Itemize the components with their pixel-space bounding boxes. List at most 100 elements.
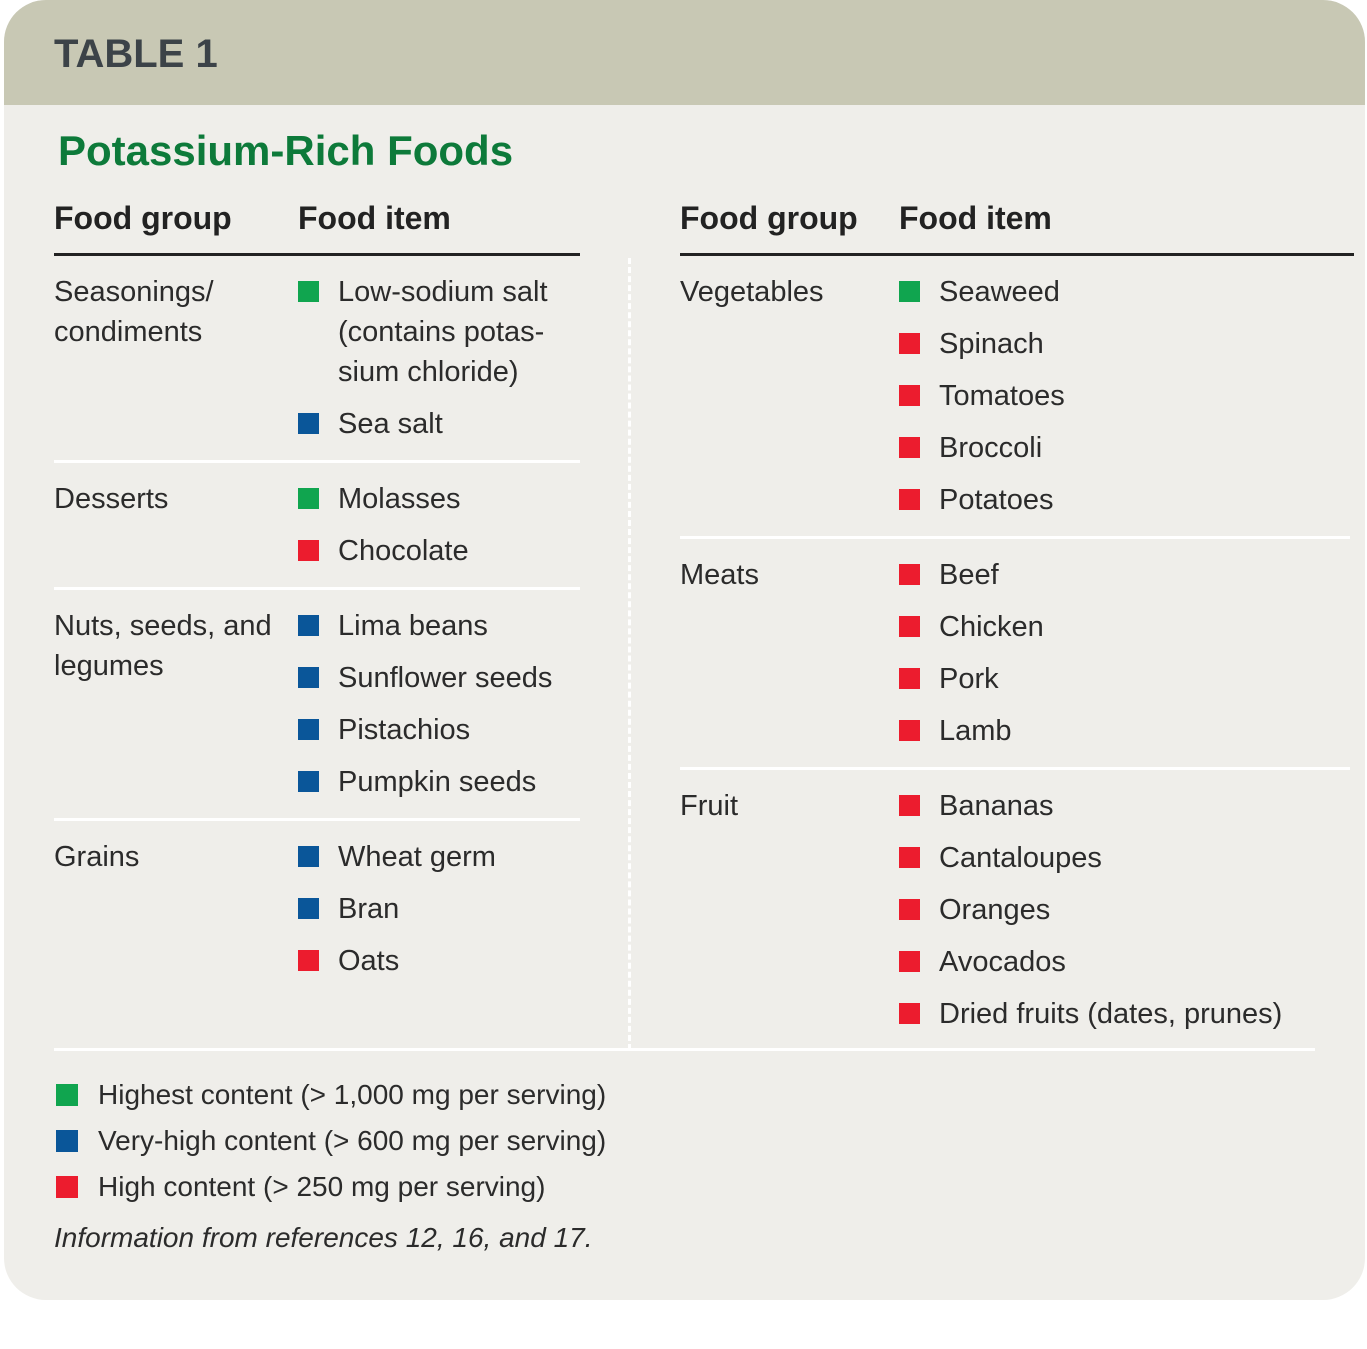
food-item: Pumpkin seeds [298, 762, 583, 802]
food-item-text: Wheat germ [338, 841, 496, 873]
food-item: Beef [899, 555, 1044, 595]
food-item: Bananas [899, 786, 1282, 826]
content-marker [899, 333, 920, 354]
food-item-text: Molasses [338, 483, 461, 515]
food-item-text: Cantaloupes [939, 842, 1102, 874]
item-list: Bananas Cantaloupes Oranges Avocados Dried f… [899, 786, 1282, 1034]
column-header: Food item [298, 200, 451, 236]
content-marker [899, 668, 920, 689]
content-marker [298, 771, 319, 792]
content-marker [298, 281, 319, 302]
content-marker [899, 385, 920, 406]
food-item-text: Potatoes [939, 484, 1054, 516]
legend-label: High content (> 250 mg per serving) [98, 1171, 546, 1202]
food-item: Spinach [899, 324, 1065, 364]
content-marker [899, 564, 920, 585]
food-item-text: Tomatoes [939, 380, 1065, 412]
food-item-text: Bananas [939, 790, 1054, 822]
food-item-text: Dried fruits (dates, prunes) [939, 998, 1283, 1030]
item-list: Low-sodium salt (contains potas­sium chl… [298, 272, 583, 444]
legend: Highest content (> 1,000 mg per serving)… [56, 1069, 606, 1207]
content-marker [298, 488, 319, 509]
food-item: Avocados [899, 942, 1282, 982]
food-item-text: Sea salt [338, 408, 443, 440]
column-header: Food item [899, 200, 1052, 236]
food-item: Sunflower seeds [298, 658, 583, 698]
legend-entry: High content (> 250 mg per serving) [56, 1167, 606, 1207]
legend-swatch [56, 1084, 78, 1106]
content-marker [899, 951, 920, 972]
group-row: Grains Wheat germ Bran Oats [54, 821, 580, 997]
item-list: Beef Chicken Pork Lamb [899, 555, 1044, 751]
item-list: Wheat germ Bran Oats [298, 837, 583, 981]
content-marker [298, 540, 319, 561]
table-title: Potassium-Rich Foods [58, 127, 514, 174]
food-item: Chicken [899, 607, 1044, 647]
content-marker [298, 898, 319, 919]
food-item: Tomatoes [899, 376, 1065, 416]
left-table: Food group Food item Seasonings/ condiment… [54, 195, 580, 997]
content-marker [899, 489, 920, 510]
header-band: TABLE 1 [4, 0, 1365, 105]
food-group: Meats [680, 559, 759, 591]
food-item: Sea salt [298, 404, 583, 444]
food-group: Desserts [54, 483, 169, 515]
food-item-text: Lamb [939, 715, 1012, 747]
group-row: Meats Beef Chicken Pork Lamb [680, 539, 1350, 770]
food-item-text: Pumpkin seeds [338, 766, 537, 798]
food-item: Wheat germ [298, 837, 583, 877]
content-marker [899, 1003, 920, 1024]
group-row: Desserts Molasses Chocolate [54, 463, 580, 590]
legend-entry: Very-high content (> 600 mg per serving) [56, 1121, 606, 1161]
content-marker [298, 413, 319, 434]
item-list: Lima beans Sunflower seeds Pistachios Pumpk… [298, 606, 583, 802]
column-header: Food group [54, 200, 232, 236]
right-table: Food group Food item Vegetables Seaweed Spin… [680, 195, 1354, 1050]
group-row: Nuts, seeds, and legumes Lima beans Sunflo… [54, 590, 580, 821]
food-item-text: Oranges [939, 894, 1051, 926]
legend-label: Highest content (> 1,000 mg per serving) [98, 1079, 607, 1110]
item-list: Seaweed Spinach Tomatoes Broccoli Potatoes [899, 272, 1065, 520]
food-item: Cantaloupes [899, 838, 1282, 878]
content-marker [298, 719, 319, 740]
group-row: Seasonings/ condiments Low-sodium salt (c… [54, 256, 580, 463]
food-item: Chocolate [298, 531, 583, 571]
column-divider [628, 258, 631, 1050]
content-marker [899, 720, 920, 741]
food-item: Oats [298, 941, 583, 981]
food-item: Pistachios [298, 710, 583, 750]
food-item-text: Pistachios [338, 714, 471, 746]
food-item: Bran [298, 889, 583, 929]
food-group: Nuts, seeds, and legumes [54, 610, 272, 682]
content-marker [298, 950, 319, 971]
group-row: Fruit Bananas Cantaloupes Oranges Avocados Dr… [680, 770, 1350, 1050]
food-item: Molasses [298, 479, 583, 519]
source-note: Information from references 12, 16, and … [54, 1222, 593, 1253]
content-marker [899, 281, 920, 302]
food-item-text: Chocolate [338, 535, 469, 567]
item-list: Molasses Chocolate [298, 479, 583, 571]
food-item-text: Broccoli [939, 432, 1043, 464]
food-group: Seasonings/ condiments [54, 276, 214, 348]
food-item: Pork [899, 659, 1044, 699]
content-marker [298, 615, 319, 636]
column-headers: Food group Food item [680, 195, 1354, 256]
food-item: Broccoli [899, 428, 1065, 468]
column-header: Food group [680, 200, 858, 236]
food-item: Oranges [899, 890, 1282, 930]
food-item: Lamb [899, 711, 1044, 751]
bottom-rule [54, 1048, 1315, 1051]
food-item-text: Beef [939, 559, 999, 591]
table-label: TABLE 1 [54, 32, 218, 76]
legend-swatch [56, 1176, 78, 1198]
column-headers: Food group Food item [54, 195, 580, 256]
food-item-text: Lima beans [338, 610, 488, 642]
food-item-text: Pork [939, 663, 999, 695]
content-marker [899, 847, 920, 868]
content-marker [298, 667, 319, 688]
food-item-text: Seaweed [939, 276, 1060, 308]
food-item-text: Spinach [939, 328, 1044, 360]
food-item-text: Chicken [939, 611, 1044, 643]
group-row: Vegetables Seaweed Spinach Tomatoes Broccoli… [680, 256, 1350, 539]
